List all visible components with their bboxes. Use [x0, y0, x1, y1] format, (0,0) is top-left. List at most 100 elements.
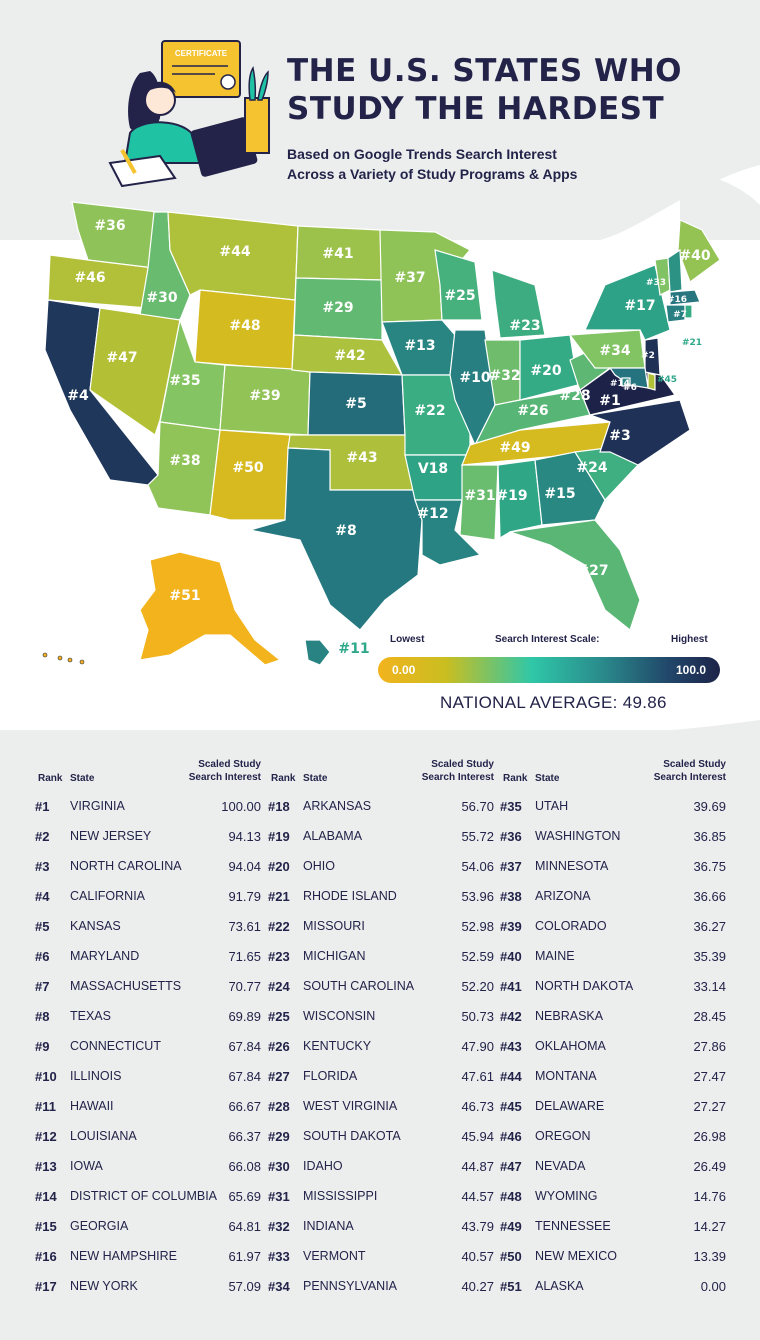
table-row: #8 Texas 69.89: [35, 1002, 261, 1032]
value-cell: 26.49: [693, 1159, 726, 1174]
map-label-mo: #22: [414, 403, 445, 419]
table-row: #50 New Mexico 13.39: [500, 1242, 726, 1272]
state-nm: [209, 429, 291, 521]
table-row: #24 South Carolina 52.20: [268, 972, 494, 1002]
value-cell: 36.75: [693, 859, 726, 874]
rank-cell: #47: [500, 1159, 522, 1174]
rank-cell: #33: [268, 1249, 290, 1264]
header-value: Scaled Study Search Interest: [421, 759, 494, 783]
state-cell: Oregon: [535, 1129, 591, 1143]
rank-cell: #20: [268, 859, 290, 874]
map-label-mt: #44: [219, 244, 250, 260]
table-row: #42 Nebraska 28.45: [500, 1002, 726, 1032]
value-cell: 40.27: [461, 1279, 494, 1294]
value-cell: 52.98: [461, 919, 494, 934]
state-ri: [684, 304, 693, 319]
map-label-nd: #41: [322, 246, 353, 262]
map-label-ar: V18: [418, 461, 448, 477]
map-label-sc: #24: [576, 460, 607, 476]
state-cell: Tennessee: [535, 1219, 611, 1233]
value-cell: 73.61: [228, 919, 261, 934]
state-cell: Kansas: [70, 919, 121, 933]
rank-cell: #5: [35, 919, 50, 934]
subtitle-line-2: Across a Variety of Study Programs & App…: [287, 166, 578, 182]
state-mi: [491, 269, 546, 339]
state-wa: [71, 201, 159, 269]
rank-cell: #3: [35, 859, 50, 874]
state-cell: Kentucky: [303, 1039, 372, 1053]
map-label-ut: #35: [169, 373, 200, 389]
map-label-md: #6: [623, 383, 637, 393]
state-ny: [584, 264, 671, 341]
rank-cell: #6: [35, 949, 50, 964]
table-header: Rank State Scaled Study Search Interest: [500, 752, 726, 792]
aleutian-island-dot: [67, 657, 73, 663]
header-rank: Rank: [503, 773, 528, 784]
rank-cell: #29: [268, 1129, 290, 1144]
state-la: [414, 499, 482, 566]
rank-cell: #12: [35, 1129, 57, 1144]
rank-cell: #50: [500, 1249, 522, 1264]
map-label-tn: #49: [499, 440, 530, 456]
table-row: #22 Missouri 52.98: [268, 912, 494, 942]
state-cell: New York: [70, 1279, 138, 1293]
table-row: #43 Oklahoma 27.86: [500, 1032, 726, 1062]
state-cell: Alabama: [303, 829, 363, 843]
state-cell: Louisiana: [70, 1129, 137, 1143]
value-cell: 26.98: [693, 1129, 726, 1144]
value-cell: 13.39: [693, 1249, 726, 1264]
table-row: #49 Tennessee 14.27: [500, 1212, 726, 1242]
map-label-al: #19: [496, 488, 527, 504]
state-cell: Ohio: [303, 859, 335, 873]
table-row: #40 Maine 35.39: [500, 942, 726, 972]
table-row: #13 Iowa 66.08: [35, 1152, 261, 1182]
state-cell: Washington: [535, 829, 621, 843]
rank-cell: #2: [35, 829, 50, 844]
state-cell: North Dakota: [535, 979, 634, 993]
rank-cell: #1: [35, 799, 50, 814]
rank-cell: #15: [35, 1219, 57, 1234]
rank-cell: #44: [500, 1069, 522, 1084]
value-cell: 66.08: [228, 1159, 261, 1174]
state-nh: [667, 248, 683, 293]
value-cell: 66.67: [228, 1099, 261, 1114]
map-label-nh: #16: [667, 295, 687, 305]
state-cell: Vermont: [303, 1249, 366, 1263]
rank-cell: #13: [35, 1159, 57, 1174]
rank-cell: #31: [268, 1189, 290, 1204]
rank-cell: #51: [500, 1279, 522, 1294]
table-row: #12 Louisiana 66.37: [35, 1122, 261, 1152]
table-row: #3 North Carolina 94.04: [35, 852, 261, 882]
map-label-wv: #28: [559, 388, 590, 404]
state-fl: [509, 519, 641, 632]
table-row: #44 Montana 27.47: [500, 1062, 726, 1092]
table-row: #18 Arkansas 56.70: [268, 792, 494, 822]
aleutian-island-dot: [57, 655, 63, 661]
value-cell: 36.85: [693, 829, 726, 844]
rank-cell: #26: [268, 1039, 290, 1054]
value-cell: 47.61: [461, 1069, 494, 1084]
rank-cell: #25: [268, 1009, 290, 1024]
state-cell: Mississippi: [303, 1189, 378, 1203]
state-de: [647, 372, 656, 391]
state-cell: Oklahoma: [535, 1039, 606, 1053]
state-cell: Nevada: [535, 1159, 586, 1173]
rank-cell: #11: [35, 1099, 56, 1114]
state-cell: Texas: [70, 1009, 111, 1023]
rank-cell: #32: [268, 1219, 290, 1234]
map-label-or: #46: [74, 270, 105, 286]
table-row: #28 West Virginia 46.73: [268, 1092, 494, 1122]
rank-cell: #23: [268, 949, 290, 964]
rank-cell: #16: [35, 1249, 57, 1264]
rank-cell: #18: [268, 799, 290, 814]
header-state: State: [70, 773, 95, 784]
table-row: #38 Arizona 36.66: [500, 882, 726, 912]
state-cell: Maryland: [70, 949, 140, 963]
rank-cell: #10: [35, 1069, 57, 1084]
map-label-wy: #48: [229, 318, 260, 334]
rank-cell: #22: [268, 919, 290, 934]
map-label-nj: #2: [641, 351, 655, 361]
state-nc: [589, 399, 691, 466]
table-row: #6 Maryland 71.65: [35, 942, 261, 972]
state-cell: Michigan: [303, 949, 366, 963]
